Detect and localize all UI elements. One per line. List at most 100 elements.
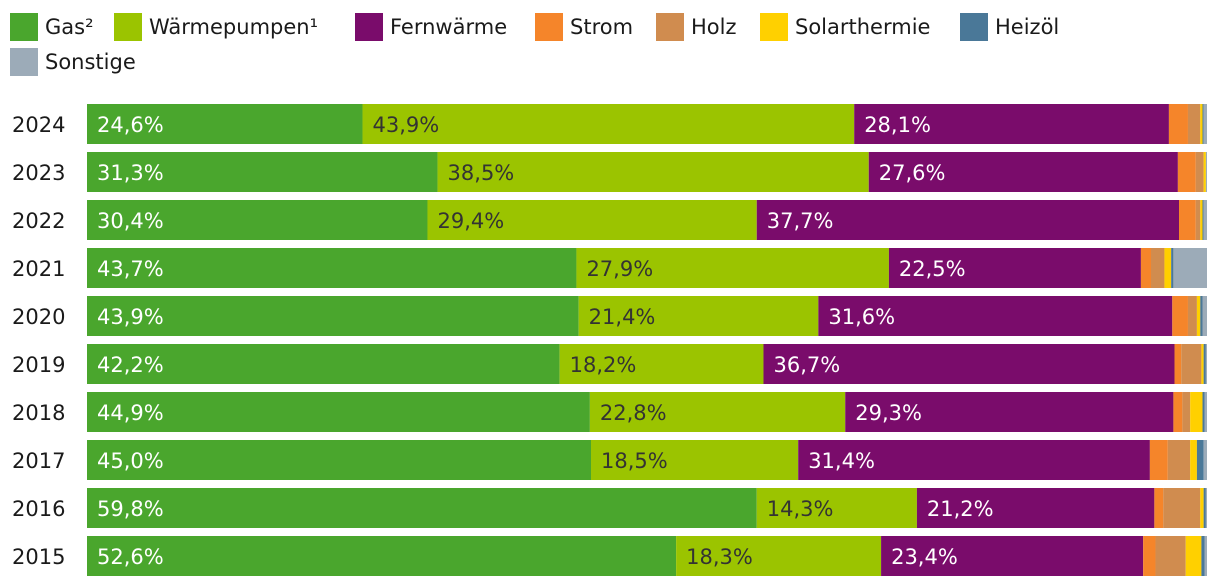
bar-segment-sonstige-2018	[1204, 392, 1207, 432]
bar-segment-sonstige-2016	[1205, 488, 1207, 528]
data-label-gas-2022: 30,4%	[97, 209, 164, 233]
bar-segment-sonstige-2021	[1173, 248, 1207, 288]
data-label-gas-2024: 24,6%	[97, 113, 164, 137]
legend-item-holz: Holz	[656, 12, 737, 42]
bar-segment-solarthermie-2020	[1196, 296, 1201, 336]
data-label-gas-2018: 44,9%	[97, 401, 164, 425]
bar-segment-holz-2017	[1167, 440, 1191, 480]
legend-label-holz: Holz	[691, 15, 737, 39]
bar-segment-heizoel-2022	[1202, 200, 1204, 240]
data-label-fernwaerme-2023: 27,6%	[879, 161, 946, 185]
bar-segment-holz-2015	[1155, 536, 1186, 576]
bar-segment-gas-2024	[87, 104, 363, 144]
data-label-waermepumpen-2016: 14,3%	[767, 497, 834, 521]
legend-item-fernwaerme: Fernwärme	[355, 12, 507, 42]
data-label-fernwaerme-2024: 28,1%	[864, 113, 931, 137]
bar-segment-waermepumpen-2020	[578, 296, 819, 336]
bar-segment-sonstige-2023	[1205, 152, 1207, 192]
legend-label-heizoel: Heizöl	[995, 15, 1060, 39]
bar-segment-fernwaerme-2015	[881, 536, 1144, 576]
legend-swatch-sonstige	[10, 48, 38, 76]
legend-item-strom: Strom	[535, 12, 633, 42]
data-label-waermepumpen-2015: 18,3%	[686, 545, 753, 569]
bar-segment-gas-2023	[87, 152, 438, 192]
data-label-fernwaerme-2018: 29,3%	[855, 401, 922, 425]
data-label-fernwaerme-2020: 31,6%	[828, 305, 895, 329]
bar-segment-holz-2024	[1187, 104, 1201, 144]
bar-segment-sonstige-2015	[1204, 536, 1207, 576]
bar-segment-gas-2019	[87, 344, 560, 384]
legend-label-solarthermie: Solarthermie	[795, 15, 931, 39]
data-label-fernwaerme-2015: 23,4%	[891, 545, 958, 569]
legend-label-gas: Gas²	[45, 15, 94, 39]
data-label-waermepumpen-2018: 22,8%	[600, 401, 667, 425]
data-label-fernwaerme-2021: 22,5%	[899, 257, 966, 281]
bar-segment-waermepumpen-2015	[676, 536, 882, 576]
data-label-waermepumpen-2020: 21,4%	[589, 305, 656, 329]
legend-item-solarthermie: Solarthermie	[760, 12, 930, 42]
data-label-gas-2023: 31,3%	[97, 161, 164, 185]
legend-item-sonstige: Sonstige	[10, 47, 136, 77]
data-label-fernwaerme-2017: 31,4%	[808, 449, 875, 473]
bar-segment-strom-2024	[1168, 104, 1188, 144]
legend-item-waermepumpen: Wärmepumpen¹	[114, 12, 318, 42]
data-label-waermepumpen-2024: 43,9%	[373, 113, 440, 137]
bar-segment-strom-2019	[1174, 344, 1182, 384]
bar-segment-heizoel-2019	[1203, 344, 1206, 384]
legend-label-fernwaerme: Fernwärme	[390, 15, 508, 39]
bar-segment-waermepumpen-2024	[362, 104, 855, 144]
legend-label-waermepumpen: Wärmepumpen¹	[149, 15, 319, 39]
bar-segment-holz-2022	[1195, 200, 1201, 240]
legend-swatch-strom	[535, 13, 563, 41]
data-label-waermepumpen-2022: 29,4%	[437, 209, 504, 233]
data-label-gas-2017: 45,0%	[97, 449, 164, 473]
bar-segment-gas-2016	[87, 488, 757, 528]
data-label-gas-2021: 43,7%	[97, 257, 164, 281]
bar-segment-gas-2021	[87, 248, 577, 288]
data-label-waermepumpen-2021: 27,9%	[586, 257, 653, 281]
bar-segment-strom-2022	[1179, 200, 1196, 240]
legend-swatch-solarthermie	[760, 13, 788, 41]
bar-segment-solarthermie-2024	[1200, 104, 1203, 144]
data-label-fernwaerme-2019: 36,7%	[773, 353, 840, 377]
legend-item-heizoel: Heizöl	[960, 12, 1059, 42]
bar-segment-fernwaerme-2017	[798, 440, 1150, 480]
bar-segment-heizoel-2024	[1202, 104, 1204, 144]
bar-segment-fernwaerme-2020	[818, 296, 1173, 336]
bar-segment-gas-2020	[87, 296, 579, 336]
data-label-gas-2019: 42,2%	[97, 353, 164, 377]
legend-swatch-fernwaerme	[355, 13, 383, 41]
bar-segment-waermepumpen-2016	[756, 488, 917, 528]
data-label-fernwaerme-2016: 21,2%	[927, 497, 994, 521]
bar-segment-heizoel-2016	[1203, 488, 1206, 528]
bar-segment-holz-2023	[1195, 152, 1204, 192]
bar-segment-gas-2015	[87, 536, 677, 576]
legend-swatch-waermepumpen	[114, 13, 142, 41]
data-label-gas-2016: 59,8%	[97, 497, 164, 521]
legend-item-gas: Gas²	[10, 12, 94, 42]
year-label-2023: 2023	[12, 161, 65, 185]
bar-segment-strom-2021	[1140, 248, 1151, 288]
bar-segment-strom-2018	[1173, 392, 1183, 432]
year-label-2021: 2021	[12, 257, 65, 281]
bar-segment-sonstige-2024	[1203, 104, 1207, 144]
bar-segment-solarthermie-2016	[1200, 488, 1204, 528]
bar-segment-solarthermie-2022	[1200, 200, 1203, 240]
bar-segment-strom-2016	[1154, 488, 1164, 528]
bar-segment-strom-2017	[1149, 440, 1168, 480]
bar-segment-fernwaerme-2018	[845, 392, 1174, 432]
legend-swatch-gas	[10, 13, 38, 41]
bar-segment-gas-2017	[87, 440, 591, 480]
bar-segment-fernwaerme-2022	[756, 200, 1179, 240]
bar-segment-solarthermie-2015	[1185, 536, 1202, 576]
bar-segment-holz-2018	[1182, 392, 1191, 432]
bar-segment-holz-2019	[1181, 344, 1202, 384]
bar-segment-heizoel-2020	[1200, 296, 1203, 336]
data-label-waermepumpen-2023: 38,5%	[448, 161, 515, 185]
bar-segment-strom-2020	[1172, 296, 1188, 336]
bar-segment-fernwaerme-2023	[868, 152, 1178, 192]
bar-segment-waermepumpen-2022	[427, 200, 757, 240]
bar-segment-waermepumpen-2023	[437, 152, 869, 192]
bar-segment-waermepumpen-2019	[559, 344, 764, 384]
